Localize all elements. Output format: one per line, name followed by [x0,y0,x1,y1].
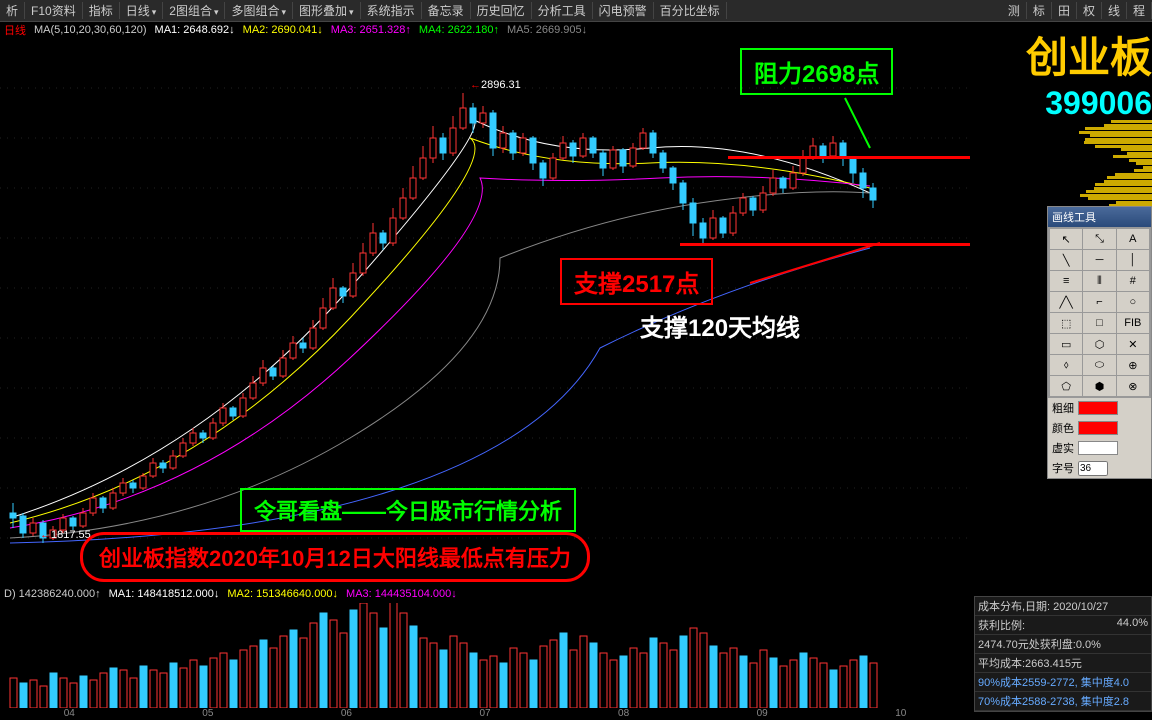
toolbar-right-item[interactable]: 程 [1127,2,1152,19]
tool-button[interactable]: □ [1083,313,1115,333]
tool-button[interactable]: FIB [1117,313,1149,333]
toolbar-item[interactable]: F10资料 [25,2,83,19]
timeline-month: 09 [693,708,832,720]
toolbar-item[interactable]: 图形叠加 [293,2,361,19]
ma-prefix: MA(5,10,20,30,60,120) [34,24,147,36]
timeline-month: 06 [277,708,416,720]
thickness-swatch[interactable] [1078,401,1118,415]
ma2: MA2: 2690.041↓ [243,24,323,36]
toolbar-item[interactable]: 历史回忆 [471,2,532,19]
tool-grid: ↖⤡A ╲─│ ≡⫴# ╱╲⌐○ ⬚□FIB ▭⬡✕ ⬨⬭⊕ ⬠⬢⊗ [1048,227,1151,398]
toolbar-item[interactable]: 析 [0,2,25,19]
vol-ma2: MA2: 151346640.000↓ [227,588,338,600]
tool-button[interactable]: │ [1117,250,1149,270]
toolbar-item[interactable]: 2图组合 [163,2,225,19]
toolbar-right-item[interactable]: 线 [1102,2,1127,19]
toolbar-item[interactable]: 系统指示 [361,2,422,19]
toolbar-right-item[interactable]: 标 [1027,2,1052,19]
ma120-annotation: 支撑120天均线 [640,308,800,343]
cost-distribution-panel: 成本分布,日期: 2020/10/27 获利比例: 44.0% 2474.70元处… [974,596,1152,712]
timeline-month: 04 [0,708,139,720]
toolbar-item[interactable]: 闪电预警 [593,2,654,19]
svg-text:←1817.55: ←1817.55 [40,529,91,541]
info-l4: 平均成本:2663.415元 [975,654,1151,673]
tool-button[interactable]: ⫴ [1083,271,1115,291]
timeline: 04050607080910 [0,708,970,720]
ma3: MA3: 2651.328↑ [331,24,411,36]
dash-label: 虚实 [1052,440,1074,456]
fontsize-input[interactable] [1078,461,1108,476]
tool-button[interactable]: ⌐ [1083,292,1115,312]
info-l3: 2474.70元处获利盘:0.0% [975,635,1151,654]
tool-button[interactable]: ⬭ [1083,355,1115,375]
tool-button[interactable]: ╲ [1050,250,1082,270]
tool-button[interactable]: ⬢ [1083,376,1115,396]
tool-button[interactable]: ⊗ [1117,376,1149,396]
tool-button[interactable]: ⊕ [1117,355,1149,375]
toolbar-right-item[interactable]: 测 [1002,2,1027,19]
tool-button[interactable]: ⤡ [1083,229,1115,249]
info-l5: 90%成本2559-2772, 集中度4.0 [975,673,1151,692]
tool-button[interactable]: ↖ [1050,229,1082,249]
support-annotation: 支撑2517点 [560,258,713,305]
vol-ma1: MA1: 148418512.000↓ [109,588,220,600]
toolbar-item[interactable]: 日线 [120,2,164,19]
main-toolbar: 析F10资料指标日线2图组合多图组合图形叠加系统指示备忘录历史回忆分析工具闪电预… [0,0,1152,22]
toolbar-item[interactable]: 多图组合 [225,2,293,19]
toolpanel-header: 画线工具 [1048,207,1151,227]
stock-name: 创业板 [972,24,1152,85]
dash-swatch[interactable] [1078,441,1118,455]
toolbar-item[interactable]: 分析工具 [532,2,593,19]
tool-button[interactable]: ≡ [1050,271,1082,291]
vol-prefix: D) 142386240.000↑ [4,588,101,600]
drawing-tools-panel[interactable]: 画线工具 ↖⤡A ╲─│ ≡⫴# ╱╲⌐○ ⬚□FIB ▭⬡✕ ⬨⬭⊕ ⬠⬢⊗ 粗细 颜色 虚… [1047,206,1152,479]
resistance-annotation: 阻力2698点 [740,48,893,95]
tool-button[interactable]: A [1117,229,1149,249]
timeline-month: 08 [554,708,693,720]
title-green-annotation: 令哥看盘——今日股市行情分析 [240,488,576,532]
thickness-label: 粗细 [1052,400,1074,416]
toolbar-right-item[interactable]: 田 [1052,2,1077,19]
ma4: MA4: 2622.180↑ [419,24,499,36]
tool-button[interactable]: ✕ [1117,334,1149,354]
tool-button[interactable]: ╱╲ [1050,292,1082,312]
ma1: MA1: 2648.692↓ [155,24,235,36]
profit-ratio-label: 获利比例: [978,617,1025,633]
color-swatch[interactable] [1078,421,1118,435]
stock-title: 创业板 399006 [972,24,1152,122]
ma5: MA5: 2669.905↓ [507,24,587,36]
toolbar-item[interactable]: 指标 [83,2,120,19]
toolbar-right-item[interactable]: 权 [1077,2,1102,19]
timeline-month: 05 [139,708,278,720]
vol-ma-line: D) 142386240.000↑ MA1: 148418512.000↓ MA… [0,588,970,600]
info-l6: 70%成本2588-2738, 集中度2.8 [975,692,1151,711]
tool-button[interactable]: ─ [1083,250,1115,270]
kline-label: 日线 [4,22,26,38]
tool-button[interactable]: ▭ [1050,334,1082,354]
profit-ratio-value: 44.0% [1117,617,1148,633]
vol-svg [0,603,970,708]
tool-button[interactable]: ○ [1117,292,1149,312]
tool-button[interactable]: ⬡ [1083,334,1115,354]
tool-button[interactable]: ⬠ [1050,376,1082,396]
volume-chart[interactable]: D) 142386240.000↑ MA1: 148418512.000↓ MA… [0,588,970,708]
tool-button[interactable]: # [1117,271,1149,291]
color-label: 颜色 [1052,420,1074,436]
tool-button[interactable]: ⬚ [1050,313,1082,333]
toolbar-item[interactable]: 百分比坐标 [654,2,727,19]
info-date: 成本分布,日期: 2020/10/27 [975,597,1151,616]
resistance-line [728,156,970,159]
timeline-month: 10 [831,708,970,720]
support-line [680,243,970,246]
fontsize-label: 字号 [1052,460,1074,476]
tool-button[interactable]: ⬨ [1050,355,1082,375]
svg-text:←2896.31: ←2896.31 [470,79,521,91]
toolbar-item[interactable]: 备忘录 [422,2,471,19]
vol-ma3: MA3: 144435104.000↓ [346,588,457,600]
timeline-month: 07 [416,708,555,720]
stock-code: 399006 [972,85,1152,122]
title-red-annotation: 创业板指数2020年10月12日大阳线最低点有压力 [80,532,590,582]
